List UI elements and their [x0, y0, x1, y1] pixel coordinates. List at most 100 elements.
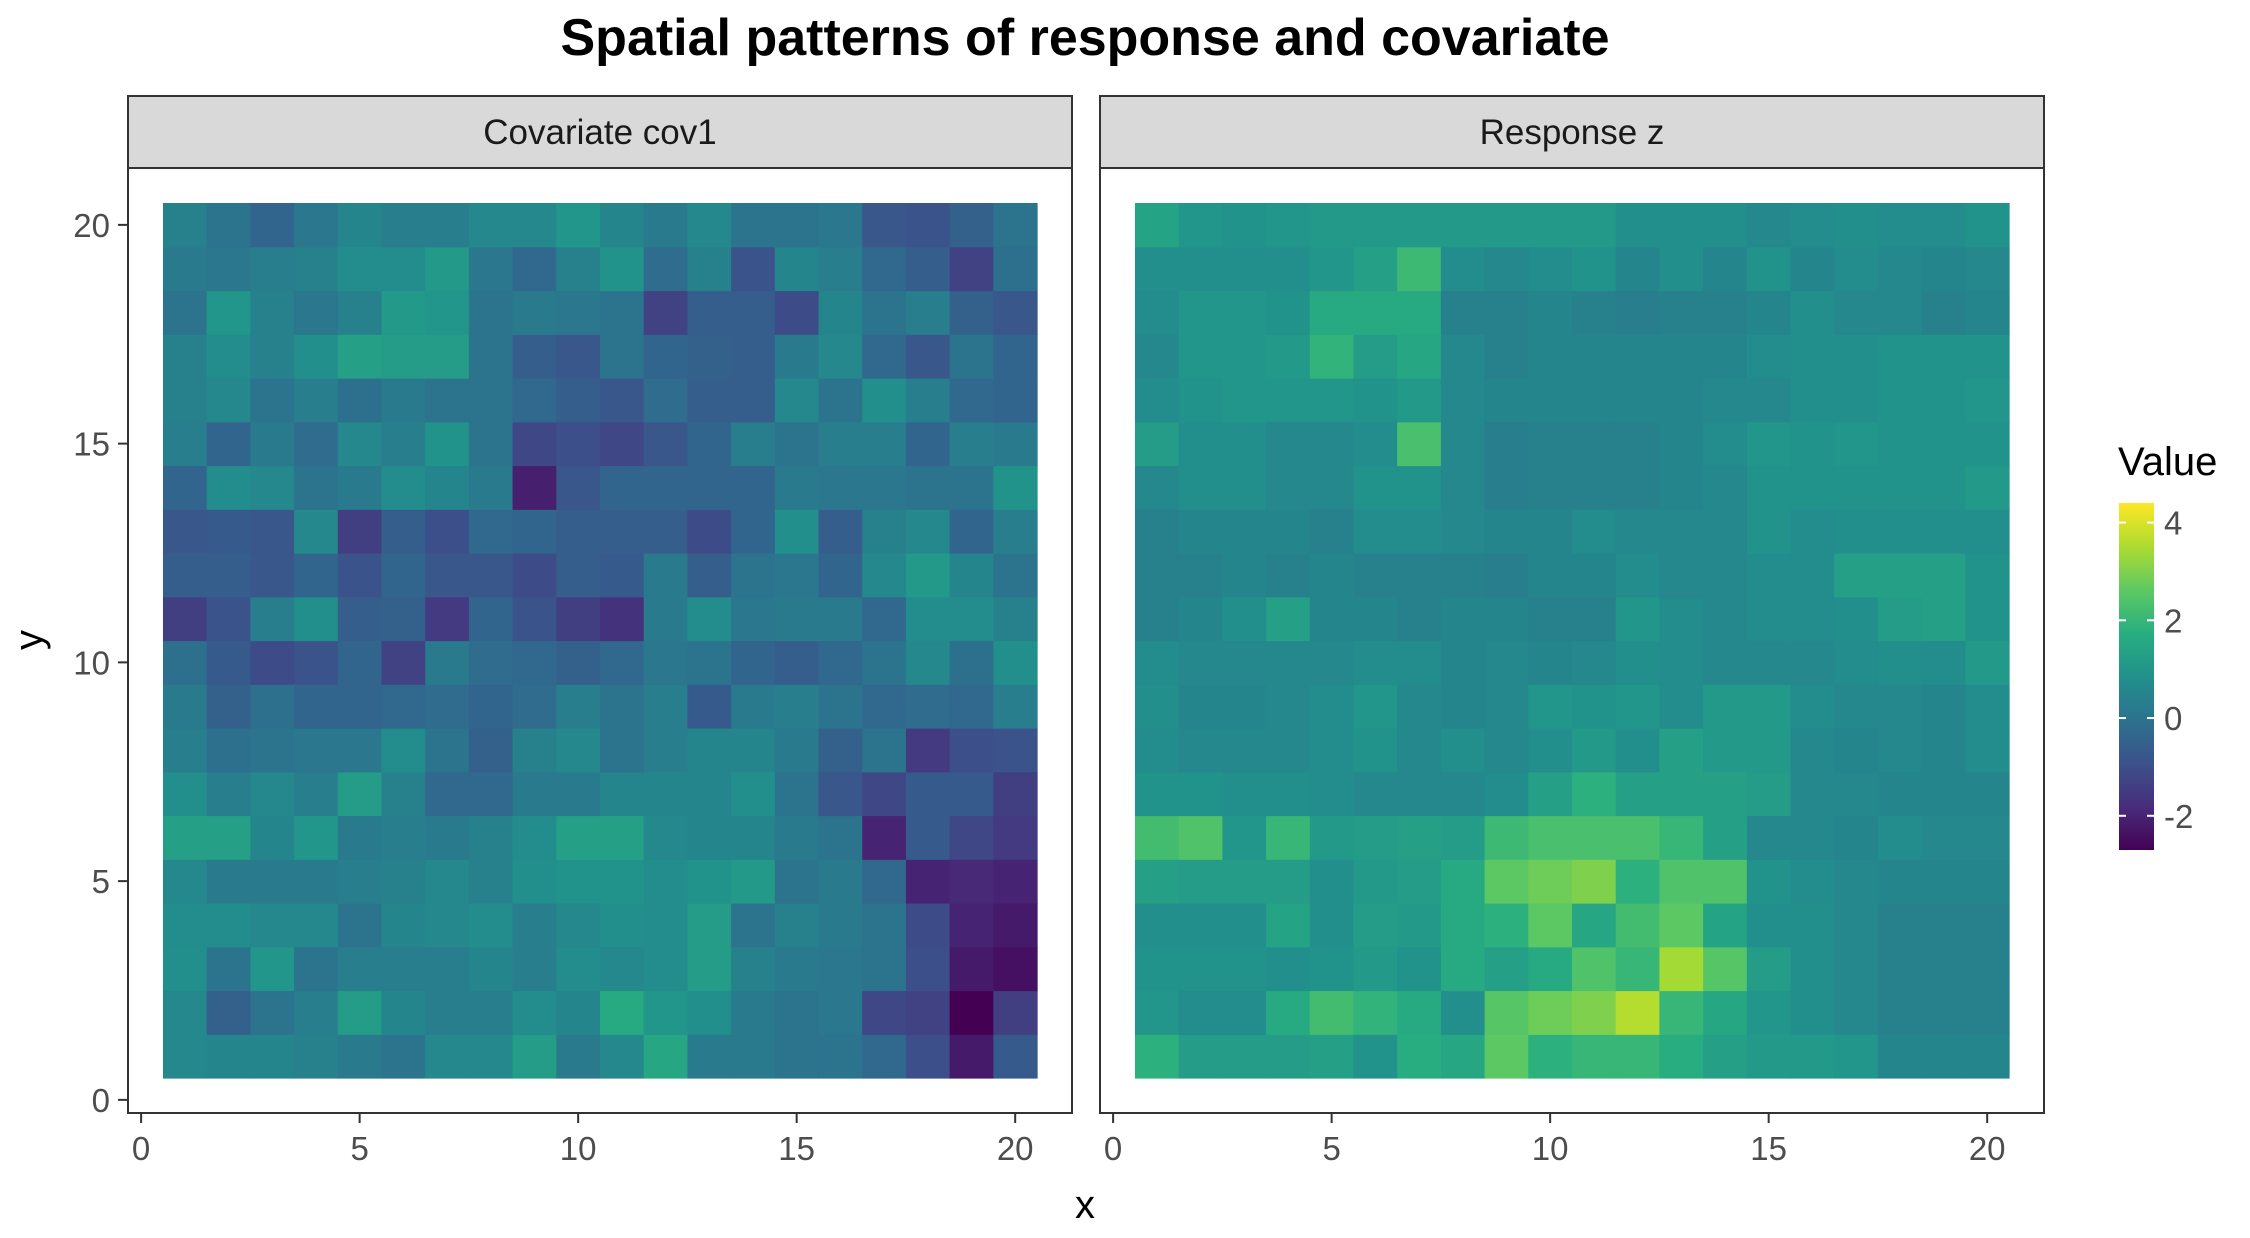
heatmap-tile [1528, 421, 1573, 467]
heatmap-tile [1134, 946, 1180, 992]
heatmap-tile [512, 465, 557, 510]
heatmap-tile [1877, 596, 1923, 642]
heatmap-tile [425, 728, 470, 773]
heatmap-tile [1703, 421, 1748, 467]
heatmap-tile [1134, 553, 1180, 598]
heatmap-tile [1659, 946, 1704, 992]
heatmap-tile [512, 203, 557, 248]
heatmap-tile [1703, 203, 1748, 248]
heatmap-tile [1659, 378, 1704, 423]
heatmap-tile [643, 946, 688, 992]
heatmap-tile [862, 859, 907, 904]
heatmap-tile [1484, 334, 1529, 379]
heatmap-tile [1528, 203, 1573, 248]
heatmap-tile [1222, 421, 1267, 467]
heatmap-tile [818, 246, 863, 292]
heatmap-tile [1484, 553, 1529, 598]
heatmap-tile [1309, 1034, 1355, 1079]
heatmap-tile [1134, 203, 1180, 248]
heatmap-tile [1266, 1034, 1311, 1079]
heatmap-tile [1222, 203, 1267, 248]
heatmap-tile [381, 684, 426, 729]
heatmap-tile [512, 990, 557, 1035]
heatmap-tile [468, 728, 514, 773]
heatmap-tile [1178, 990, 1223, 1035]
heatmap-tile [1921, 509, 1966, 554]
heatmap-tile [1528, 596, 1573, 642]
heatmap-tile [774, 990, 820, 1035]
heatmap-tile [862, 203, 907, 248]
y-tick-label: 15 [73, 426, 110, 463]
heatmap-tile [1222, 684, 1267, 729]
heatmap-tile [1484, 728, 1529, 773]
heatmap-tile [1965, 903, 2010, 948]
heatmap-tile [425, 640, 470, 685]
heatmap-tile [206, 946, 251, 992]
heatmap-tile [162, 596, 208, 642]
heatmap-tile [731, 509, 776, 554]
heatmap-tile [1484, 946, 1529, 992]
heatmap-tile [468, 640, 514, 685]
heatmap-tile [1528, 640, 1573, 685]
heatmap-tile [1877, 246, 1923, 292]
heatmap-tile [1440, 290, 1486, 335]
heatmap-tile [1790, 640, 1835, 685]
heatmap-tile [1877, 728, 1923, 773]
heatmap-tile [1965, 203, 2010, 248]
heatmap-tile [1266, 203, 1311, 248]
heatmap-tile [206, 990, 251, 1035]
heatmap-tile [381, 246, 426, 292]
heatmap-tile [1834, 859, 1879, 904]
heatmap-tile [337, 246, 383, 292]
heatmap-tile [862, 903, 907, 948]
heatmap-tile [468, 771, 514, 817]
heatmap-tile [643, 771, 688, 817]
heatmap-tile [206, 596, 251, 642]
facet-strip [127, 95, 1073, 169]
heatmap-tile [206, 815, 251, 860]
heatmap-tile [905, 640, 951, 685]
heatmap-tile [556, 859, 601, 904]
facet-strip-label: Covariate cov1 [483, 113, 716, 152]
heatmap-tile [1921, 203, 1966, 248]
heatmap-tile [1484, 290, 1529, 335]
heatmap-tile [1921, 246, 1966, 292]
heatmap-tile [1877, 334, 1923, 379]
heatmap-tile [425, 509, 470, 554]
heatmap-tile [949, 596, 994, 642]
heatmap-tile [556, 990, 601, 1035]
heatmap-tile [1746, 859, 1792, 904]
heatmap-tile [1266, 946, 1311, 992]
heatmap-tile [1965, 334, 2010, 379]
heatmap-tile [162, 246, 208, 292]
heatmap-tile [1134, 990, 1180, 1035]
heatmap-tile [993, 378, 1038, 423]
heatmap-tile [1703, 728, 1748, 773]
heatmap-tile [905, 203, 951, 248]
x-tick-label: 15 [1750, 1130, 1787, 1167]
legend-colorbar [2119, 503, 2154, 850]
heatmap-tile [600, 553, 645, 598]
heatmap-tile [1659, 859, 1704, 904]
heatmap-tile [600, 596, 645, 642]
heatmap-tile [294, 378, 339, 423]
heatmap-tile [206, 203, 251, 248]
heatmap-tile [949, 553, 994, 598]
heatmap-tile [731, 859, 776, 904]
heatmap-tile [818, 771, 863, 817]
heatmap-tile [1528, 815, 1573, 860]
heatmap-tile [1659, 684, 1704, 729]
heatmap-tile [381, 596, 426, 642]
heatmap-tile [1484, 596, 1529, 642]
heatmap-tile [1572, 553, 1617, 598]
x-tick-label: 0 [1104, 1130, 1122, 1167]
heatmap-tile [250, 946, 295, 992]
heatmap-tile [1397, 421, 1442, 467]
heatmap-tile [556, 946, 601, 992]
heatmap-tile [1834, 640, 1879, 685]
legend-tick-label: 2 [2164, 602, 2182, 639]
heatmap-tile [905, 246, 951, 292]
heatmap-tile [687, 421, 732, 467]
heatmap-tile [774, 1034, 820, 1079]
heatmap-tile [818, 290, 863, 335]
